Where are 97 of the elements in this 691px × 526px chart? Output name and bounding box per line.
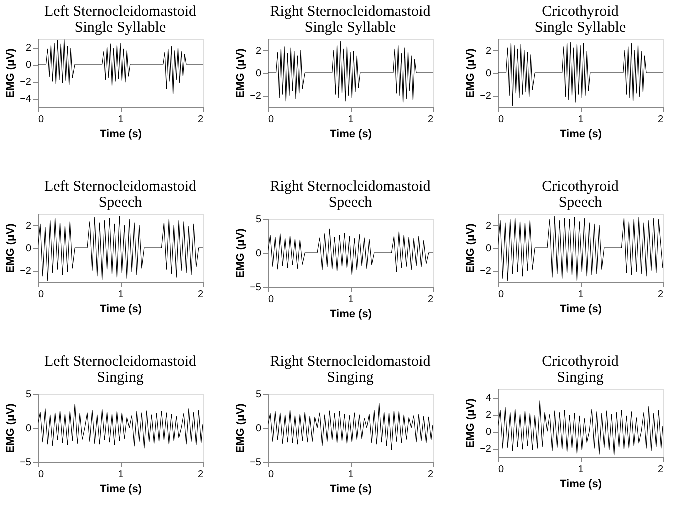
line-series [268,403,433,450]
chart-subtitle: Speech [98,195,143,211]
x-tick-label: 2 [658,114,664,126]
chart-title: Right Sternocleidomastoid [270,179,432,195]
line-series [38,40,203,95]
chart-title: Left Sternocleidomastoid [44,4,198,20]
x-tick-label: 1 [118,290,124,300]
x-tick-label: 0 [38,470,44,480]
x-tick-label: 2 [658,464,664,476]
y-tick-label: −2 [480,91,492,102]
chart-title: Left Sternocleidomastoid [44,179,198,195]
x-tick-label: 2 [428,294,434,306]
x-tick-label: 1 [348,114,354,126]
x-tick-label: 0 [268,470,274,480]
x-tick-label: 2 [658,290,664,300]
y-tick-label: 0 [256,248,262,260]
x-tick-label: 2 [198,114,204,126]
y-tick-label: −2 [20,266,32,278]
x-tick-label: 1 [348,294,354,306]
x-axis-title: Time (s) [100,304,142,316]
y-tick-label: 2 [26,43,32,54]
x-tick-label: 1 [578,464,584,476]
y-axis-title: EMG (μV) [235,403,248,454]
x-tick-label: 2 [198,290,204,300]
x-tick-label: 1 [578,114,584,126]
x-axis-title: Time (s) [560,304,602,316]
chart-title: Left Sternocleidomastoid [44,354,198,370]
chart-title: Right Sternocleidomastoid [270,4,432,20]
y-tick-label: −2 [20,77,32,88]
chart-subtitle: Single Syllable [74,20,166,36]
y-axis-title: EMG (μV) [5,48,18,98]
y-tick-label: 2 [486,220,492,232]
x-axis-title: Time (s) [330,484,372,496]
line-series [268,228,433,276]
y-tick-label: −4 [20,94,32,105]
y-axis-title: EMG (μV) [465,223,478,274]
x-tick-label: 0 [498,464,504,476]
y-tick-label: 2 [256,46,262,57]
y-tick-label: 0 [256,68,262,80]
y-tick-label: −2 [480,444,492,455]
chart-subtitle: Singing [557,370,604,386]
chart-subtitle: Speech [558,195,603,211]
y-tick-label: 0 [26,60,32,71]
chart-title: Cricothyroid [542,179,620,195]
chart-subtitle: Speech [328,195,373,211]
chart-subtitle: Singing [327,370,374,386]
y-tick-label: 5 [26,390,32,400]
x-tick-label: 2 [428,114,434,126]
y-tick-label: 5 [256,214,262,226]
y-axis-title: EMG (μV) [5,223,18,274]
chart-subtitle: Singing [97,370,144,386]
y-tick-label: 2 [486,46,492,57]
x-tick-label: 0 [498,114,504,126]
y-axis-title: EMG (μV) [235,228,248,278]
x-tick-label: 0 [268,294,274,306]
chart-subtitle: Single Syllable [534,20,626,36]
chart-title: Cricothyroid [542,354,620,370]
x-tick-label: 2 [198,470,204,480]
x-tick-label: 2 [428,470,434,480]
y-tick-label: −5 [250,458,262,468]
chart-title: Cricothyroid [542,4,620,20]
x-tick-label: 0 [268,114,274,126]
y-axis-title: EMG (μV) [465,48,478,98]
y-axis-title: EMG (μV) [465,398,478,448]
x-tick-label: 0 [38,114,44,126]
y-tick-label: −2 [250,91,262,102]
x-axis-title: Time (s) [330,128,372,140]
x-tick-label: 1 [578,290,584,300]
chart-title: Right Sternocleidomastoid [270,354,432,370]
y-tick-label: 4 [486,393,492,404]
y-tick-label: 0 [256,424,262,434]
y-axis-title: EMG (μV) [5,403,18,454]
y-tick-label: 0 [486,68,492,80]
y-tick-label: 5 [256,390,262,400]
y-tick-label: 0 [486,244,492,254]
chart-subtitle: Single Syllable [304,20,396,36]
x-axis-title: Time (s) [100,128,142,140]
y-axis-title: EMG (μV) [235,48,248,98]
y-tick-label: 0 [486,427,492,438]
x-axis-title: Time (s) [560,128,602,140]
line-series [268,40,433,103]
x-tick-label: 1 [348,470,354,480]
x-axis-title: Time (s) [560,478,602,490]
y-tick-label: −2 [480,266,492,278]
x-tick-label: 0 [498,290,504,300]
y-tick-label: 0 [26,244,32,254]
x-tick-label: 0 [38,290,44,300]
y-tick-label: 0 [26,424,32,434]
x-axis-title: Time (s) [330,308,372,320]
y-tick-label: −5 [20,458,32,468]
line-series [38,404,203,449]
y-tick-label: 2 [26,220,32,232]
y-tick-label: −5 [250,282,262,294]
x-axis-title: Time (s) [100,484,142,496]
x-tick-label: 1 [118,470,124,480]
y-tick-label: 2 [486,410,492,421]
x-tick-label: 1 [118,114,124,126]
